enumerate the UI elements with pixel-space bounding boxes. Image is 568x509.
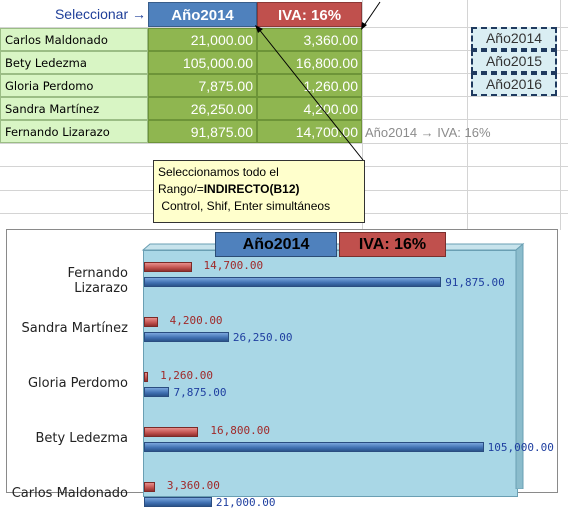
bar-iva-1[interactable]	[144, 317, 158, 327]
name-cell-2[interactable]: Gloria Perdomo	[0, 74, 148, 97]
label-iva-3: 16,800.00	[210, 424, 270, 437]
category-label-2: Gloria Perdomo	[27, 376, 128, 391]
iva-cell-3[interactable]: 4,200.00	[257, 97, 362, 120]
value-cell-2[interactable]: 7,875.00	[148, 74, 257, 97]
bar-year-4[interactable]	[144, 497, 212, 507]
name-cell-3[interactable]: Sandra Martínez	[0, 97, 148, 120]
tooltip-formula: INDIRECTO(B12)	[203, 182, 300, 196]
tooltip-line-2: Rango/=INDIRECTO(B12)	[158, 181, 360, 198]
iva-cell-2[interactable]: 1,260.00	[257, 74, 362, 97]
value-cell-1[interactable]: 105,000.00	[148, 51, 257, 74]
option-year-2014[interactable]: Año2014	[471, 27, 557, 50]
category-label-3: Bety Ledezma	[35, 431, 128, 446]
formula-tooltip: Seleccionamos todo el Rango/=INDIRECTO(B…	[153, 160, 365, 223]
header-iva-cell[interactable]: IVA: 16%	[257, 2, 362, 27]
iva-cell-1[interactable]: 16,800.00	[257, 51, 362, 74]
option-year-2015[interactable]: Año2015	[471, 50, 557, 73]
bar-year-3[interactable]	[144, 442, 484, 452]
bar-year-0[interactable]	[144, 277, 442, 287]
label-iva-0: 14,700.00	[203, 259, 264, 272]
bar-iva-0[interactable]	[144, 262, 192, 272]
category-label-4: Carlos Maldonado	[11, 486, 128, 501]
option-year-2016[interactable]: Año2016	[471, 73, 557, 96]
label-year-4: 21,000.00	[215, 496, 276, 509]
callout-arrows	[255, 1, 381, 161]
value-cell-4[interactable]: 91,875.00	[148, 120, 257, 143]
tooltip-line-2-prefix: Rango/=	[158, 182, 204, 196]
label-year-1: 26,250.00	[232, 331, 293, 344]
name-cell-4[interactable]: Fernando Lizarazo	[0, 120, 148, 143]
iva-note: Año2014 → IVA: 16%	[365, 125, 491, 140]
tooltip-line-3: Control, Shif, Enter simultáneos	[158, 199, 331, 213]
name-cell-1[interactable]: Bety Ledezma	[0, 51, 148, 74]
bar-iva-3[interactable]	[144, 427, 199, 437]
label-year-2: 7,875.00	[173, 386, 227, 399]
label-year-3: 105,000.00	[487, 441, 554, 454]
category-label-0: Fernando Lizarazo	[67, 266, 128, 296]
name-cell-0[interactable]: Carlos Maldonado	[0, 28, 148, 51]
chart-title-year: Año2014	[215, 232, 337, 257]
value-cell-3[interactable]: 26,250.00	[148, 97, 257, 120]
iva-cell-0[interactable]: 3,360.00	[257, 28, 362, 51]
header-year-cell[interactable]: Año2014	[148, 2, 257, 27]
tooltip-line-1: Seleccionamos todo el	[158, 165, 279, 179]
label-year-0: 91,875.00	[445, 276, 505, 289]
select-label: Seleccionar →	[54, 6, 146, 22]
bar-iva-2[interactable]	[144, 372, 149, 382]
label-iva-1: 4,200.00	[169, 314, 223, 327]
bar-year-2[interactable]	[144, 387, 170, 397]
bar-year-1[interactable]	[144, 332, 229, 342]
bar-iva-4[interactable]	[144, 482, 155, 492]
label-iva-4: 3,360.00	[166, 479, 220, 492]
chart-title-iva: IVA: 16%	[339, 232, 446, 257]
category-label-1: Sandra Martínez	[21, 321, 128, 336]
value-cell-0[interactable]: 21,000.00	[148, 28, 257, 51]
label-iva-2: 1,260.00	[160, 369, 214, 382]
